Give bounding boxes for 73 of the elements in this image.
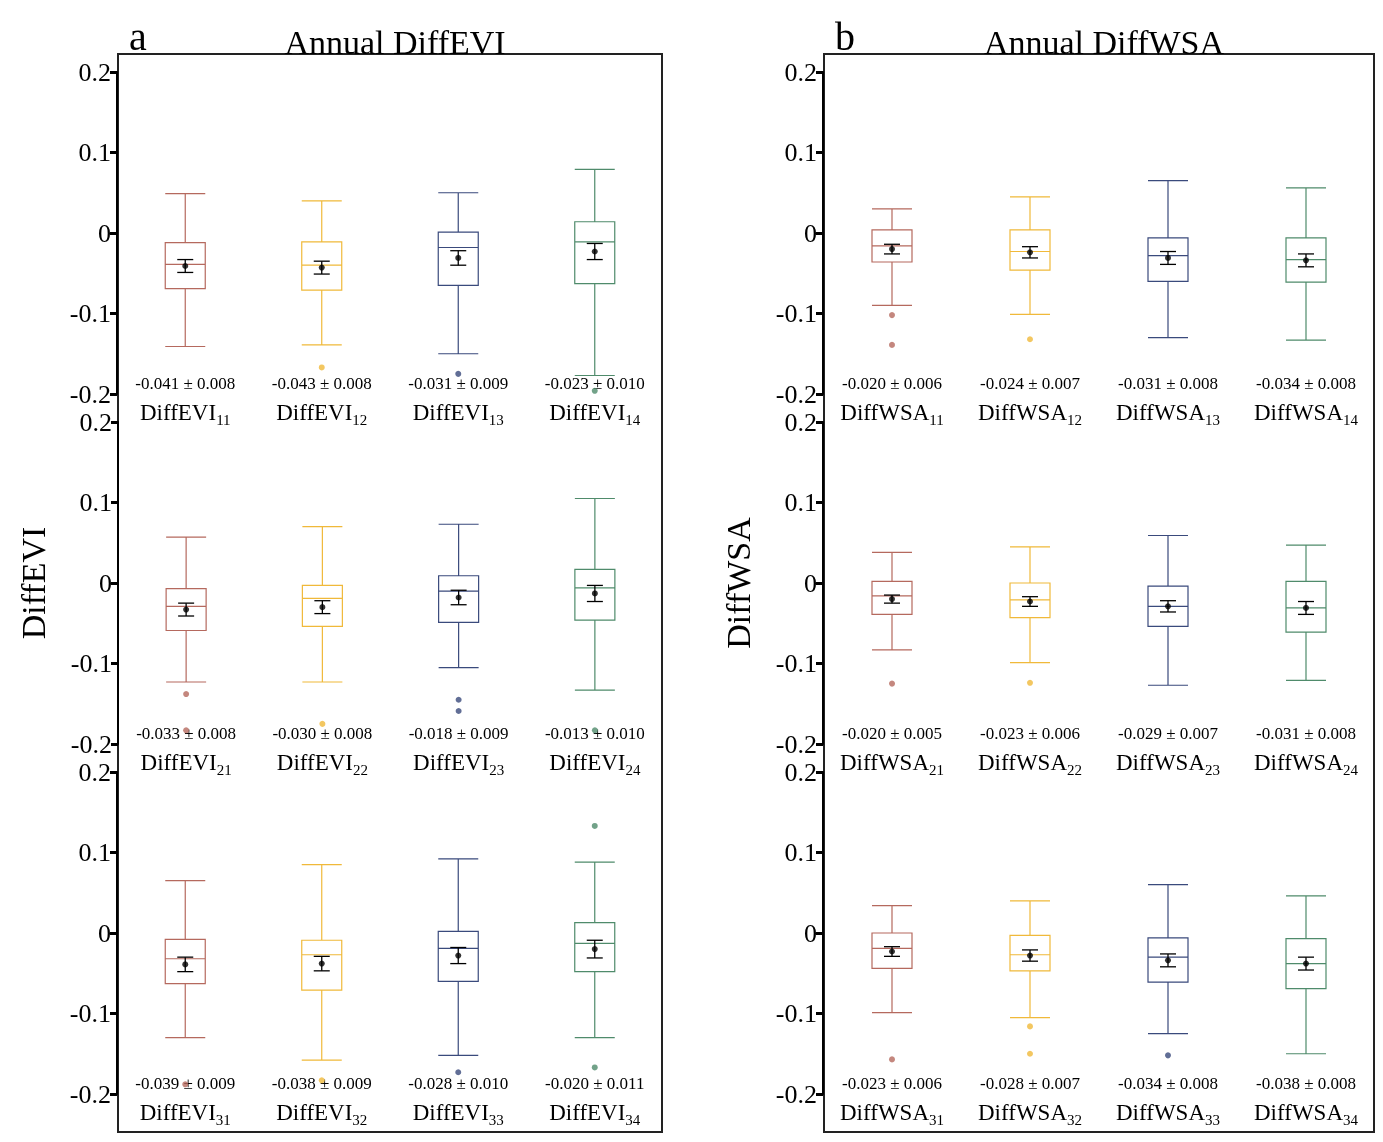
y-axis-title: DiffEVI <box>14 526 52 640</box>
y-tick-label: 0.1 <box>784 488 817 517</box>
y-tick-label: -0.1 <box>775 649 817 678</box>
y-tick-label: 0 <box>804 218 817 248</box>
y-tick-label: -0.2 <box>775 379 817 409</box>
y-tick-label: 0 <box>98 918 111 948</box>
y-tick-label: -0.2 <box>69 379 111 409</box>
point <box>182 961 189 968</box>
annotation: -0.043 ± 0.008 <box>271 373 372 393</box>
point <box>318 960 325 967</box>
point <box>183 606 190 613</box>
annotation: -0.020 ± 0.011 <box>545 1073 645 1093</box>
annotation: -0.031 ± 0.009 <box>408 373 509 393</box>
y-tick-label: 0 <box>804 918 817 948</box>
annotation: -0.041 ± 0.008 <box>135 373 236 393</box>
annotation: -0.028 ± 0.007 <box>980 1073 1081 1093</box>
annotation: -0.033 ± 0.008 <box>136 723 237 743</box>
y-tick-label: 0.1 <box>78 838 111 867</box>
y-tick-label: 0.1 <box>784 138 817 167</box>
point <box>455 254 462 261</box>
point <box>455 952 462 959</box>
point <box>455 594 462 601</box>
annotation: -0.024 ± 0.007 <box>980 373 1081 393</box>
y-tick-label: -0.1 <box>69 999 111 1028</box>
point <box>182 263 189 269</box>
y-axis-title: DiffWSA <box>719 516 757 649</box>
y-tick-label: -0.2 <box>69 1079 111 1109</box>
annotation: -0.018 ± 0.009 <box>408 723 509 743</box>
y-tick-label: 0.1 <box>78 138 111 167</box>
annotation: -0.013 ± 0.010 <box>544 723 645 743</box>
y-tick-label: 0.2 <box>78 57 111 87</box>
annotation: -0.023 ± 0.010 <box>544 373 645 393</box>
point <box>1303 960 1309 967</box>
text: b <box>835 13 855 59</box>
point <box>318 264 325 271</box>
annotation: -0.029 ± 0.007 <box>1118 723 1219 743</box>
annotation: -0.028 ± 0.010 <box>408 1073 509 1093</box>
annotation: -0.030 ± 0.008 <box>272 723 373 743</box>
point <box>1165 957 1171 964</box>
y-tick-label: 0.2 <box>79 407 112 437</box>
annotation: -0.023 ± 0.006 <box>980 723 1080 743</box>
point <box>591 590 598 597</box>
annotation: -0.023 ± 0.006 <box>842 1073 942 1093</box>
y-tick-label: 0 <box>99 568 112 598</box>
chart-title: Annual DiffWSA <box>983 23 1225 61</box>
point <box>319 604 326 611</box>
annotation: -0.034 ± 0.008 <box>1256 373 1356 393</box>
annotation: -0.039 ± 0.009 <box>135 1073 236 1093</box>
y-tick-label: -0.2 <box>70 729 112 759</box>
y-tick-label: -0.1 <box>69 299 111 328</box>
y-tick-label: 0.1 <box>79 488 112 517</box>
y-tick-label: -0.2 <box>775 1079 817 1109</box>
annotation: -0.034 ± 0.008 <box>1118 1073 1218 1093</box>
y-tick-label: -0.1 <box>70 649 112 678</box>
y-tick-label: 0.1 <box>784 838 817 867</box>
y-tick-label: -0.1 <box>775 999 817 1028</box>
y-tick-label: 0.2 <box>784 57 817 87</box>
annotation: -0.038 ± 0.009 <box>271 1073 372 1093</box>
y-tick-label: 0.2 <box>784 407 817 437</box>
y-tick-label: 0 <box>804 568 817 598</box>
annotation: -0.031 ± 0.008 <box>1118 373 1218 393</box>
annotation: -0.020 ± 0.006 <box>842 373 942 393</box>
annotation: -0.031 ± 0.008 <box>1256 723 1356 743</box>
text: a <box>129 13 147 59</box>
y-tick-label: 0.2 <box>784 757 817 787</box>
y-tick-label: -0.2 <box>775 729 817 759</box>
chart-title: Annual DiffEVI <box>284 23 506 61</box>
y-tick-label: -0.1 <box>775 299 817 328</box>
annotation: -0.038 ± 0.008 <box>1256 1073 1356 1093</box>
y-tick-label: 0.2 <box>78 757 111 787</box>
point <box>591 946 598 953</box>
annotation: -0.020 ± 0.005 <box>842 723 942 743</box>
y-tick-label: 0 <box>98 218 111 248</box>
